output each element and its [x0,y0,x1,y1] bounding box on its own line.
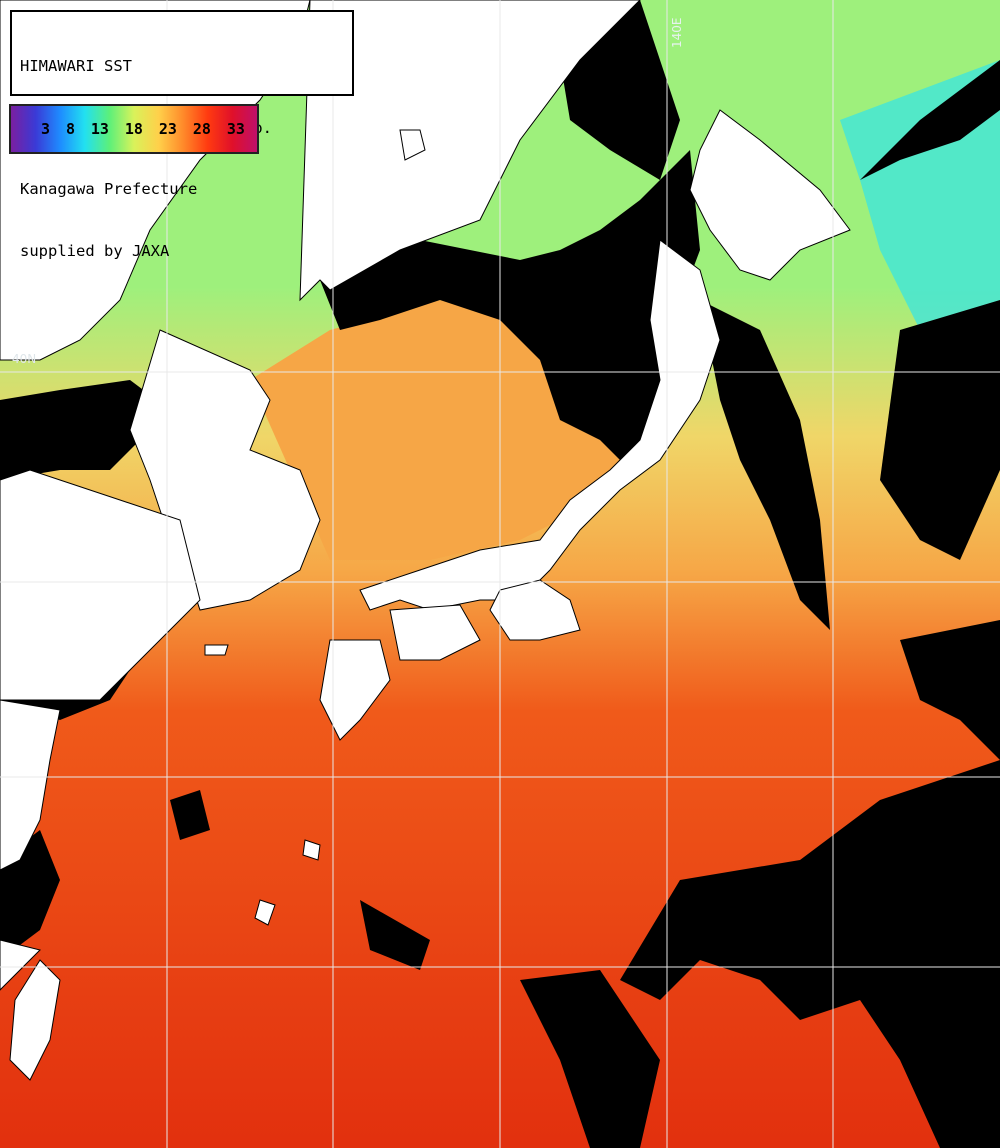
legend-tick-28: 28 [192,120,211,138]
cloud-east-honshu [700,300,830,630]
longitude-label: 140E [670,17,684,49]
legend-tick-18: 18 [124,120,143,138]
landmass [0,0,851,1081]
land-ryukyu [254,899,276,926]
land-jeju [204,644,229,656]
cloud-kuril [860,60,1000,180]
info-box: HIMAWARI SST 2025/06/29 19(UTC) 3H Comp.… [10,10,354,260]
cloud-east-upper [880,300,1000,560]
cloud-west-upper [0,380,170,480]
land-primorye [299,0,641,302]
temperature-legend: 3 8 13 18 23 28 33 [9,104,259,154]
land-kii [489,579,581,641]
legend-tick-3: 3 [40,120,50,138]
land-taiwan [9,959,61,1081]
region-name: Kanagawa Prefecture [20,180,198,198]
land-china-coast [0,699,61,871]
land-china-north [0,469,201,701]
cloud-small-2 [360,900,430,970]
land-honshu [359,239,721,611]
land-okinawa [302,839,321,861]
land-shikoku [389,604,481,661]
legend-tick-33: 33 [226,120,245,138]
cloud-east-mid [900,620,1000,760]
latitude-label: 40N [12,352,37,366]
land-hokkaido [689,109,851,281]
map-title: HIMAWARI SST [20,57,132,75]
cloud-sea-of-japan-north [320,150,700,470]
legend-tick-23: 23 [158,120,177,138]
data-credit: supplied by JAXA [20,241,170,260]
legend-tick-13: 13 [90,120,109,138]
land-kyushu [319,639,391,741]
legend-tick-8: 8 [65,120,75,138]
cloud-southeast [620,760,1000,1148]
land-fujian [0,939,41,991]
cloud-south [520,970,660,1148]
cloud-small-1 [170,790,210,840]
land-island-north [399,129,426,161]
